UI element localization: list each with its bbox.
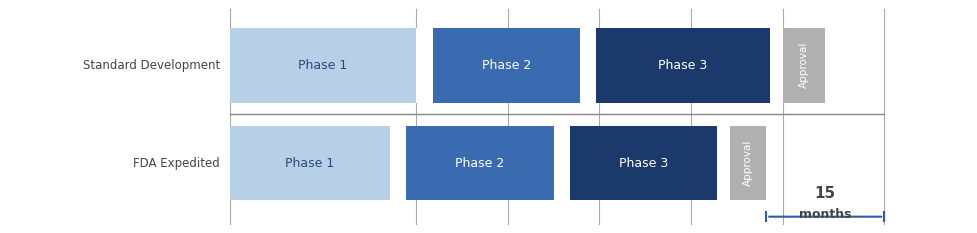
Bar (230, 126, 390, 200)
Bar (731, 126, 766, 200)
Text: Phase 1: Phase 1 (285, 157, 334, 170)
Bar (416, 28, 433, 103)
Text: months: months (799, 208, 852, 221)
Bar (230, 28, 416, 103)
Bar (570, 126, 717, 200)
Bar (433, 28, 579, 103)
Text: Phase 2: Phase 2 (455, 157, 504, 170)
Bar (770, 28, 783, 103)
Text: Approval: Approval (743, 140, 753, 186)
Bar (390, 126, 406, 200)
Text: 15: 15 (815, 186, 836, 201)
Text: Phase 2: Phase 2 (482, 59, 531, 72)
Bar (579, 28, 596, 103)
Text: Phase 3: Phase 3 (619, 157, 668, 170)
Text: Phase 1: Phase 1 (298, 59, 348, 72)
Bar (554, 126, 570, 200)
Bar (406, 126, 554, 200)
Text: Standard Development: Standard Development (83, 59, 220, 72)
Bar (596, 28, 770, 103)
Text: Phase 3: Phase 3 (658, 59, 707, 72)
Bar (783, 28, 826, 103)
Text: Approval: Approval (799, 42, 809, 89)
Bar (717, 126, 731, 200)
Text: FDA Expedited: FDA Expedited (133, 157, 220, 170)
